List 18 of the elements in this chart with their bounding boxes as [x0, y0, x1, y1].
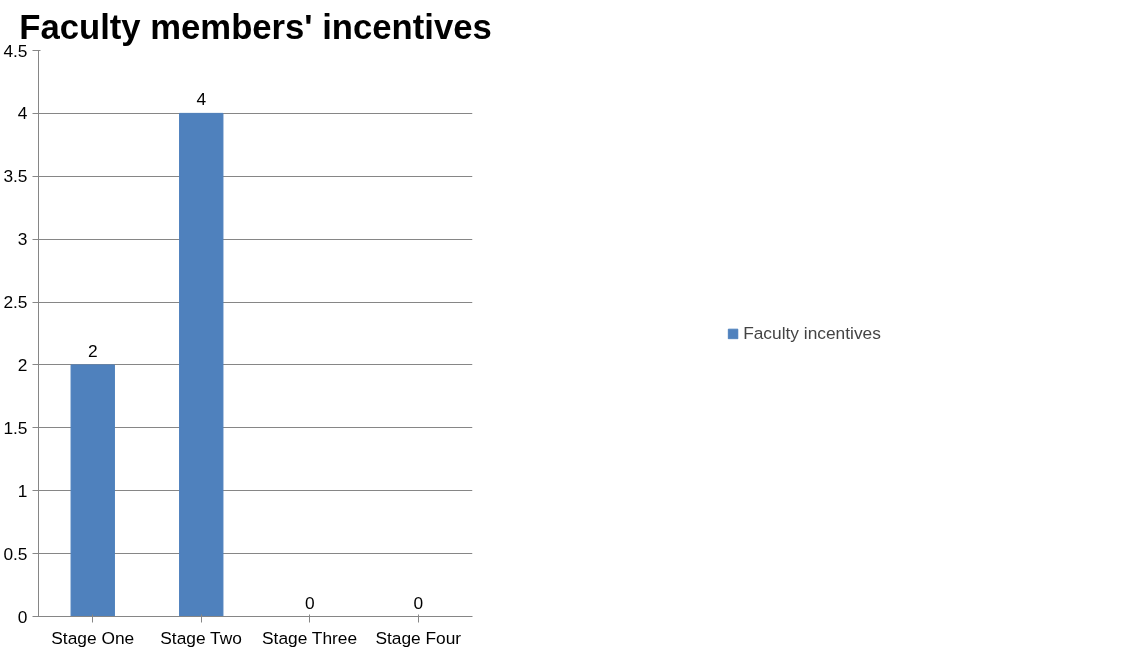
- y-tick-label: 1: [17, 480, 28, 501]
- legend-label: Faculty incentives: [743, 322, 881, 344]
- data-label: 4: [196, 89, 207, 110]
- y-tick-label: 3.5: [3, 166, 28, 187]
- y-tick-label: 0: [17, 606, 28, 627]
- y-tick-label: 3: [17, 229, 28, 250]
- x-tick-label: Stage Two: [160, 627, 242, 648]
- data-label: 2: [87, 340, 98, 361]
- y-tick-label: 1.5: [3, 417, 28, 438]
- x-tick-label: Stage One: [51, 627, 135, 648]
- y-tick-label: 4: [17, 103, 28, 124]
- x-tick-label: Stage Four: [375, 627, 462, 648]
- data-label: 0: [413, 592, 424, 613]
- y-tick-label: 0.5: [3, 543, 28, 564]
- data-label: 0: [304, 592, 315, 613]
- y-tick-label: 2.5: [3, 292, 28, 313]
- y-tick-label: 2: [17, 354, 28, 375]
- x-tick-label: Stage Three: [262, 627, 358, 648]
